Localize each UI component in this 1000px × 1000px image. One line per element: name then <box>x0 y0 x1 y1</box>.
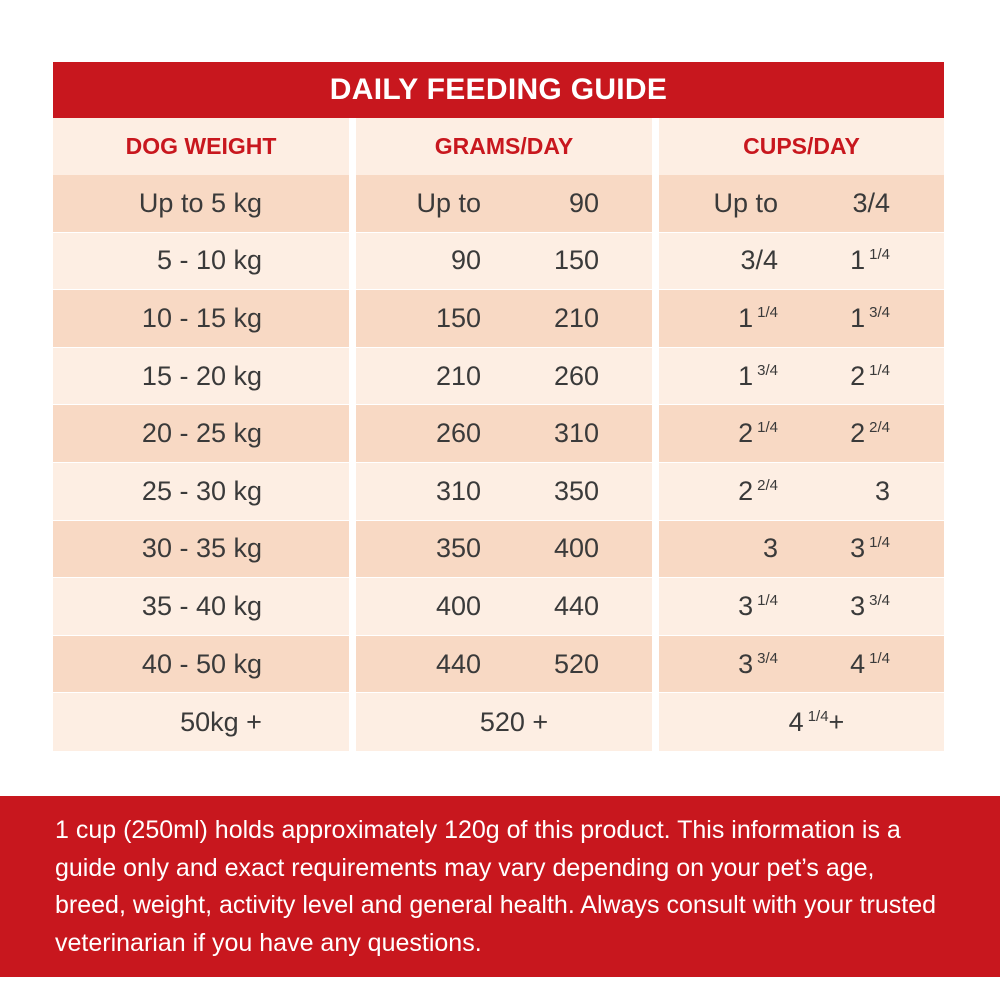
cups-cell-last: 4 1/4+ <box>659 693 944 751</box>
grams-cell: Up to 90 <box>356 175 652 232</box>
grams-min: 150 <box>435 302 481 333</box>
weight-value: 40 - 50 kg <box>141 648 262 679</box>
footer-note: 1 cup (250ml) holds approximately 120g o… <box>0 796 1000 977</box>
cups-max: 3 3/4 <box>850 590 890 621</box>
grams-cell: 440 520 <box>356 635 652 693</box>
weight-value: 10 - 15 kg <box>141 302 262 333</box>
grams-min: 260 <box>435 418 481 449</box>
grams-cell: 310 350 <box>356 463 652 520</box>
grams-max: 210 <box>553 302 599 333</box>
feeding-guide-title: DAILY FEEDING GUIDE <box>53 62 944 118</box>
cups-cell: Up to 3/4 <box>659 175 944 232</box>
weight-cell: 10 - 15 kg <box>53 290 349 347</box>
cups-min: 2 2/4 <box>738 475 778 506</box>
cups-max: 2 1/4 <box>850 360 890 391</box>
weight-cell-last: 50kg + <box>53 693 349 751</box>
grams-max: 350 <box>553 475 599 506</box>
grams-max: 440 <box>553 590 599 621</box>
cups-min: 3 1/4 <box>738 590 778 621</box>
cups-cell: 3 3 1/4 <box>659 520 944 578</box>
grams-min: 440 <box>435 648 481 679</box>
weight-cell: 25 - 30 kg <box>53 463 349 520</box>
weight-cell: 40 - 50 kg <box>53 635 349 693</box>
cups-min: Up to <box>713 187 778 218</box>
weight-value: 25 - 30 kg <box>141 475 262 506</box>
weight-value: 20 - 25 kg <box>141 418 262 449</box>
weight-cell: Up to 5 kg <box>53 175 349 232</box>
grams-max: 400 <box>553 533 599 564</box>
grams-cell-last: 520 + <box>356 693 652 751</box>
grams-min: 310 <box>435 475 481 506</box>
grams-max: 520 <box>553 648 599 679</box>
grams-min: 90 <box>450 245 481 276</box>
grams-cell: 90 150 <box>356 232 652 290</box>
cups-cell: 1 3/4 2 1/4 <box>659 347 944 405</box>
weight-cell: 5 - 10 kg <box>53 232 349 290</box>
cups-max: 2 2/4 <box>850 418 890 449</box>
cups-cell: 1 1/4 1 3/4 <box>659 290 944 347</box>
grams-min: Up to <box>416 187 481 218</box>
grams-cell: 400 440 <box>356 578 652 635</box>
grams-min: 210 <box>435 360 481 391</box>
cups-min: 1 3/4 <box>738 360 778 391</box>
weight-cell: 35 - 40 kg <box>53 578 349 635</box>
cups-max: 3/4 <box>852 187 890 218</box>
weight-value: 30 - 35 kg <box>141 533 262 564</box>
feeding-table: DOG WEIGHT GRAMS/DAY CUPS/DAY Up to 5 kg Up … <box>53 118 944 752</box>
grams-min: 400 <box>435 590 481 621</box>
header-grams: GRAMS/DAY <box>356 118 652 175</box>
cups-cell: 3/4 1 1/4 <box>659 232 944 290</box>
cups-min: 2 1/4 <box>738 418 778 449</box>
cups-max: 3 <box>874 475 890 506</box>
weight-cell: 15 - 20 kg <box>53 347 349 405</box>
cups-min: 3 <box>762 533 778 564</box>
cups-cell: 2 2/4 3 <box>659 463 944 520</box>
weight-value: 5 - 10 kg <box>156 245 262 276</box>
cups-max: 4 1/4 <box>850 648 890 679</box>
grams-min: 350 <box>435 533 481 564</box>
grams-max: 90 <box>568 187 599 218</box>
grams-cell: 260 310 <box>356 405 652 462</box>
cups-cell: 2 1/4 2 2/4 <box>659 405 944 462</box>
weight-cell: 30 - 35 kg <box>53 520 349 578</box>
grams-max: 260 <box>553 360 599 391</box>
cups-last-value: 4 1/4+ <box>788 706 845 737</box>
header-cups: CUPS/DAY <box>659 118 944 175</box>
cups-min: 1 1/4 <box>738 302 778 333</box>
weight-value: 15 - 20 kg <box>141 360 262 391</box>
header-weight: DOG WEIGHT <box>53 118 349 175</box>
cups-cell: 3 3/4 4 1/4 <box>659 635 944 693</box>
cups-min: 3 3/4 <box>738 648 778 679</box>
weight-value: 35 - 40 kg <box>141 590 262 621</box>
weight-value: Up to 5 kg <box>138 187 262 218</box>
grams-cell: 350 400 <box>356 520 652 578</box>
cups-cell: 3 1/4 3 3/4 <box>659 578 944 635</box>
grams-cell: 150 210 <box>356 290 652 347</box>
weight-cell: 20 - 25 kg <box>53 405 349 462</box>
grams-max: 310 <box>553 418 599 449</box>
grams-cell: 210 260 <box>356 347 652 405</box>
cups-max: 1 1/4 <box>850 245 890 276</box>
cups-min: 3/4 <box>740 245 778 276</box>
cups-max: 3 1/4 <box>850 533 890 564</box>
cups-max: 1 3/4 <box>850 302 890 333</box>
grams-max: 150 <box>553 245 599 276</box>
